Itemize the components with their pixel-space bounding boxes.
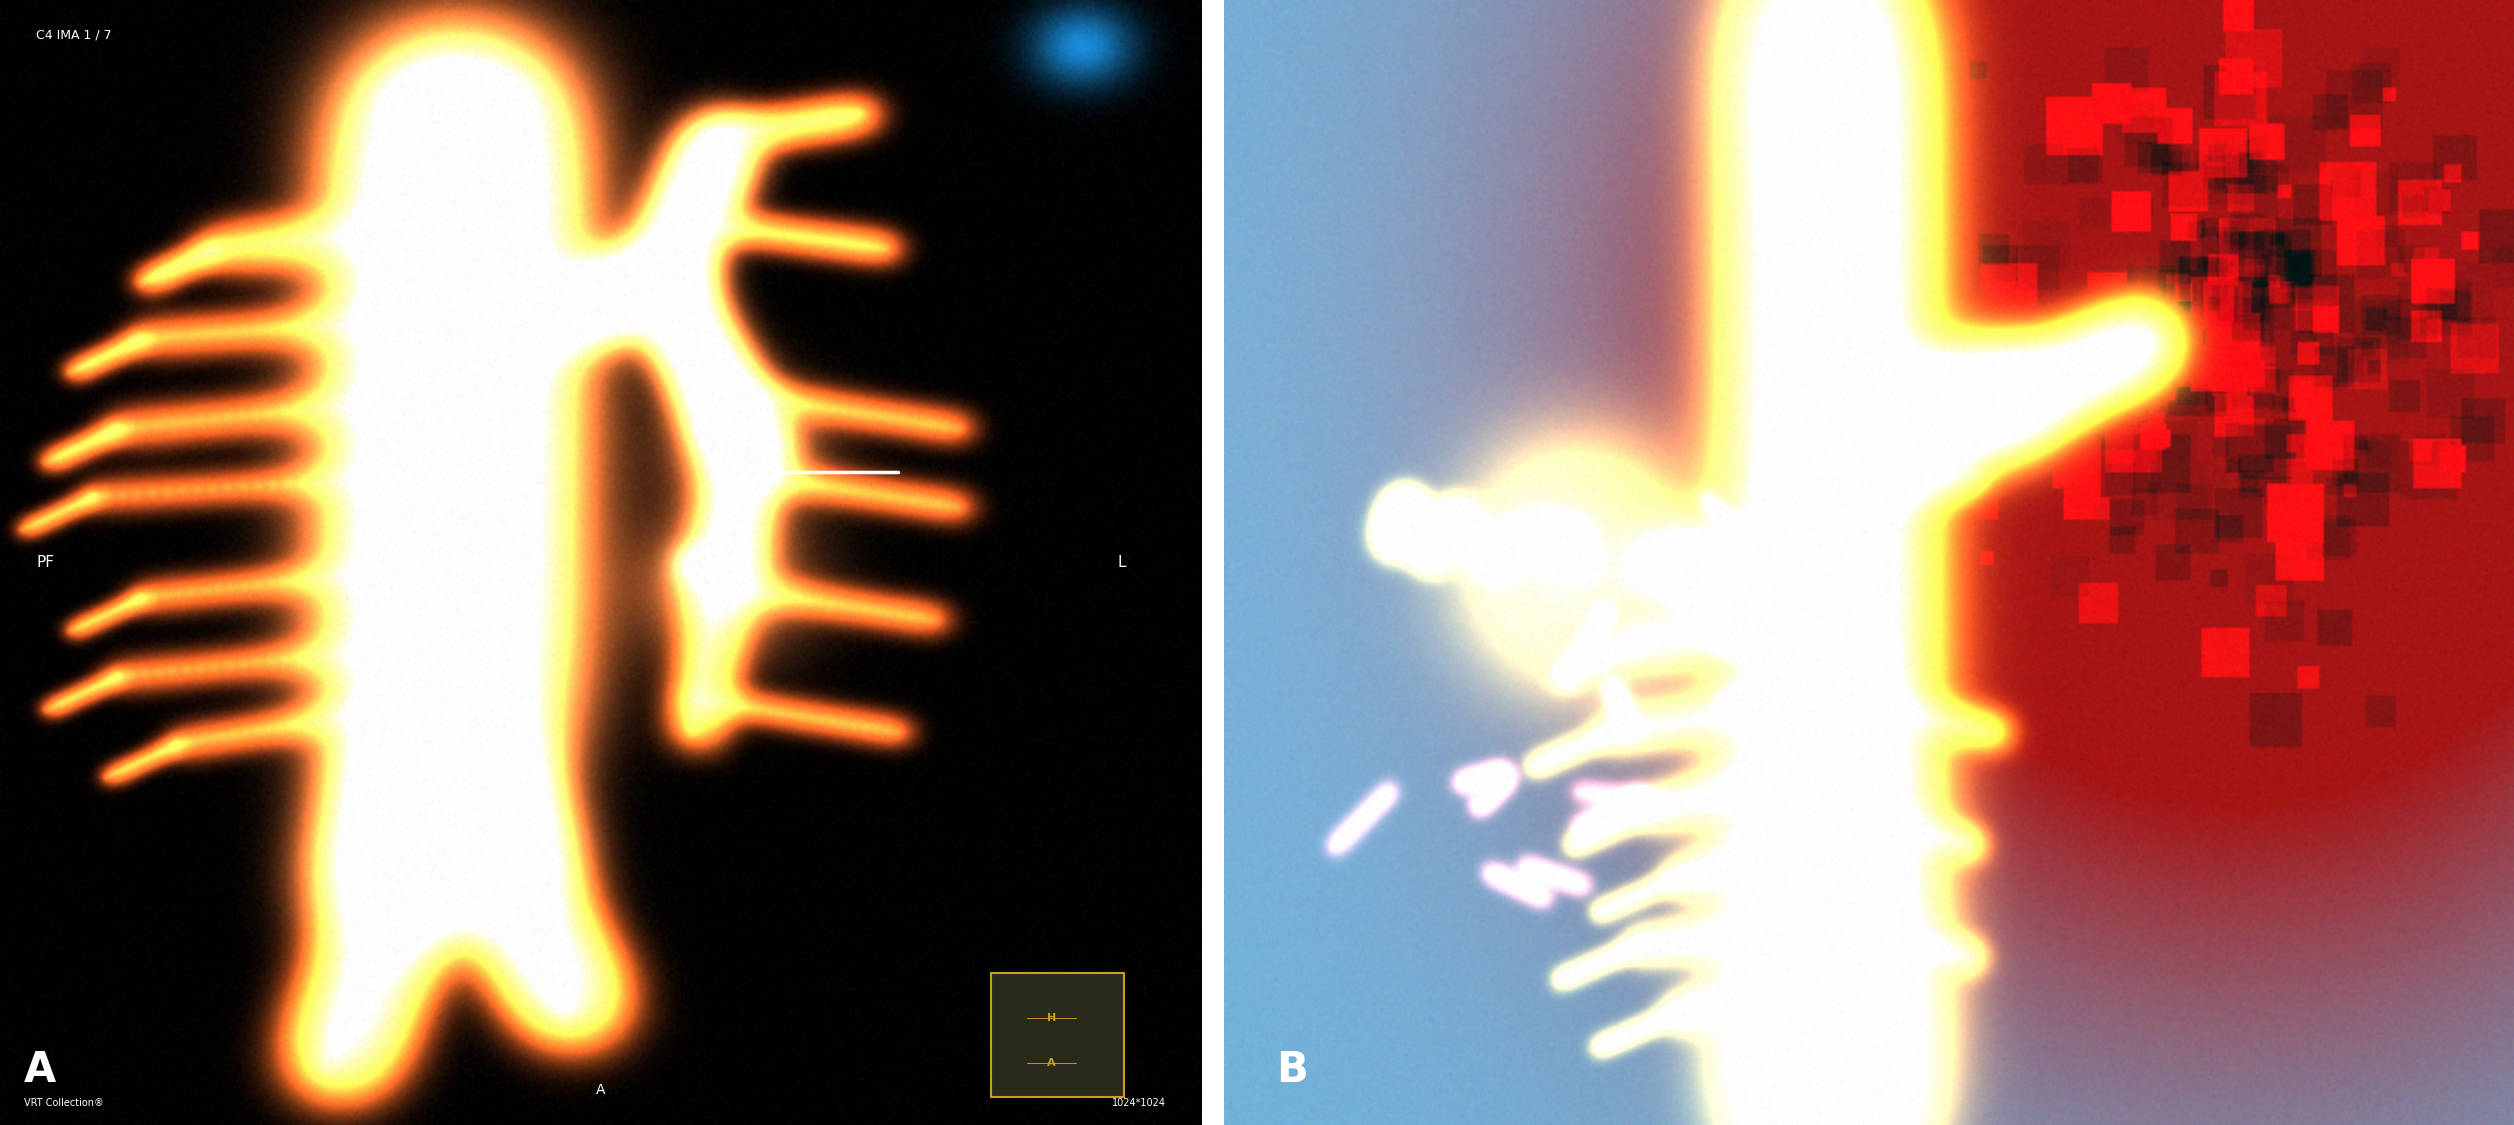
Text: VRT Collection®: VRT Collection® [25,1098,103,1108]
Text: B: B [1277,1050,1307,1091]
Text: H: H [1046,1014,1056,1023]
Text: A: A [596,1083,606,1097]
Text: A: A [1048,1059,1056,1068]
Text: 1024*1024: 1024*1024 [1111,1098,1166,1108]
Text: L: L [1119,555,1126,570]
FancyBboxPatch shape [991,973,1124,1097]
Text: A: A [25,1050,55,1091]
Text: C4 IMA 1 / 7: C4 IMA 1 / 7 [35,28,111,42]
Text: PF: PF [35,555,53,570]
